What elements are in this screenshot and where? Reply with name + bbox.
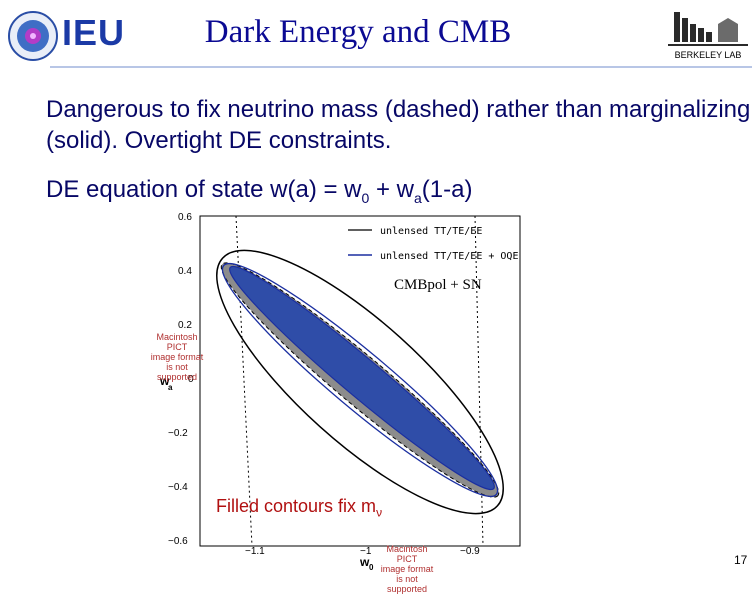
caption-text: Filled contours fix m [216, 496, 377, 516]
y-tick-0.2: 0.2 [178, 320, 192, 331]
pict-placeholder-bottom: Macintosh PICT image format is not suppo… [376, 544, 438, 594]
y-tick-neg0.4: −0.4 [168, 482, 188, 493]
y-tick-0.4: 0.4 [178, 266, 192, 277]
pict-line-1: Macintosh PICT [156, 332, 198, 352]
pict-line-2: image format [150, 352, 204, 362]
bullet-neutrino-mass: Dangerous to fix neutrino mass (dashed) … [46, 96, 751, 154]
y-tick-neg0.2: −0.2 [168, 428, 188, 439]
x-axis-label-sub: 0 [369, 563, 374, 572]
eq-prefix: DE equation of state w(a) = w [46, 176, 362, 203]
legend-item-black: unlensed TT/TE/EE [380, 226, 482, 237]
caption-sub: ν [376, 505, 383, 520]
eq-sub-0: 0 [361, 189, 370, 206]
ieu-logo-icon [8, 11, 58, 61]
pict-line-2: image format [380, 564, 434, 574]
ieu-logo-text: IEU [62, 12, 126, 53]
page-title: Dark Energy and CMB [204, 14, 512, 50]
plot-inline-label: CMBpol + SN [394, 277, 482, 293]
pict-line-3: is not supported [156, 362, 198, 382]
y-tick-0.6: 0.6 [178, 212, 192, 223]
eq-suffix: (1-a) [421, 176, 473, 203]
pict-line-1: Macintosh PICT [386, 544, 428, 564]
pict-placeholder-left: Macintosh PICT image format is not suppo… [146, 332, 208, 382]
bullet-de-equation: DE equation of state w(a) = w0 + wa(1-a) [46, 174, 472, 214]
x-tick-neg1: −1 [360, 546, 372, 557]
slide-number: 17 [734, 553, 748, 567]
x-tick-neg0.9: −0.9 [460, 546, 480, 557]
eq-mid: + w [369, 176, 414, 203]
y-tick-0: 0 [188, 374, 194, 385]
plot-figure: unlensed TT/TE/EE unlensed TT/TE/EE + OQ… [159, 212, 521, 572]
y-axis-label: w [159, 374, 170, 388]
eq-sub-a: a [413, 189, 422, 206]
pict-line-3: is not supported [386, 574, 428, 594]
x-axis-label: w [359, 555, 370, 569]
legend-item-blue: unlensed TT/TE/EE + OQE [380, 251, 518, 262]
caption-filled-contours: Filled contours fix mν [216, 496, 382, 520]
berkeley-lab-label: BERKELEY LAB [675, 50, 742, 60]
y-tick-neg0.6: −0.6 [168, 536, 188, 547]
title-rule [50, 66, 752, 68]
y-axis-label-sub: a [168, 383, 173, 392]
x-tick-neg1.1: −1.1 [245, 546, 265, 557]
berkeley-lab-logo-icon: BERKELEY LAB [668, 12, 748, 60]
slide: IEU Dark Energy and CMB BERKELEY LAB Dan… [8, 11, 752, 594]
